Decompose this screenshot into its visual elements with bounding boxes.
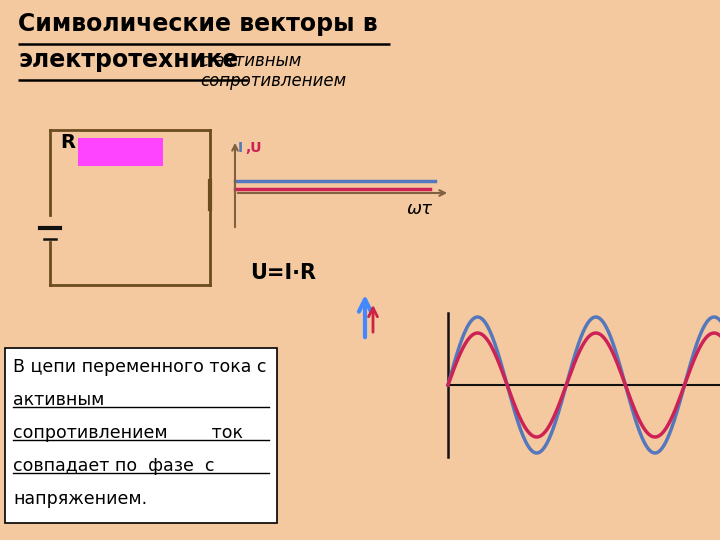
Text: напряжением.: напряжением. [13,490,147,508]
Text: ,U: ,U [245,141,261,155]
Text: Символические векторы в: Символические векторы в [18,12,377,36]
Text: с активным: с активным [200,52,301,70]
Text: I: I [238,141,243,155]
Text: сопротивлением: сопротивлением [200,72,346,90]
Bar [78,138,163,166]
Text: ωτ: ωτ [407,200,433,218]
Text: U=I·R: U=I·R [250,263,316,283]
Text: В цепи переменного тока с: В цепи переменного тока с [13,358,266,376]
Text: совпадает по  фазе  с: совпадает по фазе с [13,457,215,475]
Text: сопротивлением        ток: сопротивлением ток [13,424,243,442]
Text: R: R [60,133,75,152]
Bar [5,348,277,523]
Text: активным: активным [13,391,104,409]
Text: электротехнике: электротехнике [18,48,238,72]
